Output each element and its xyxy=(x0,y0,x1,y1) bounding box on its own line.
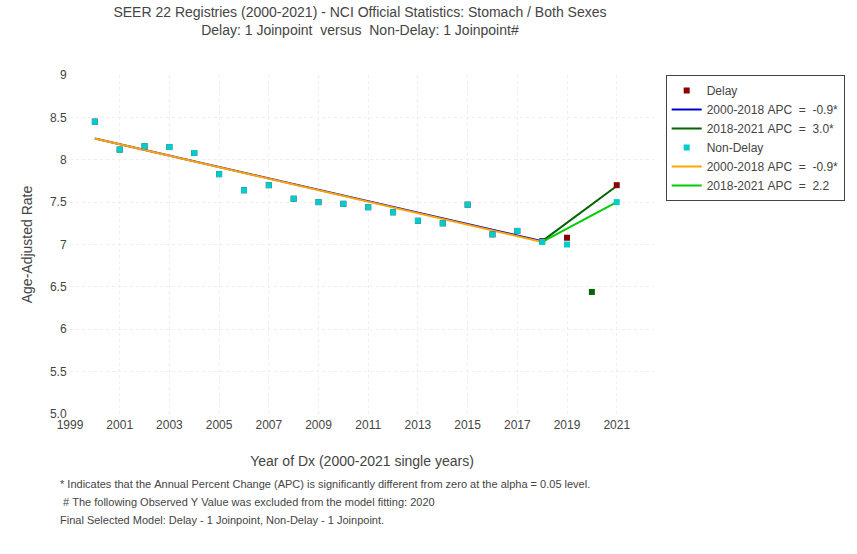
svg-text:5.0: 5.0 xyxy=(50,407,67,421)
svg-text:8.5: 8.5 xyxy=(50,111,67,125)
svg-text:8: 8 xyxy=(60,153,67,167)
svg-text:2005: 2005 xyxy=(206,418,233,432)
svg-text:2021: 2021 xyxy=(603,418,630,432)
svg-text:SEER 22 Registries (2000-2021): SEER 22 Registries (2000-2021) - NCI Off… xyxy=(113,4,606,38)
svg-text:9: 9 xyxy=(60,68,67,82)
svg-text:6.5: 6.5 xyxy=(50,280,67,294)
svg-text:7.5: 7.5 xyxy=(50,195,67,209)
svg-text:7: 7 xyxy=(60,238,67,252)
svg-text:6: 6 xyxy=(60,322,67,336)
svg-text:2017: 2017 xyxy=(504,418,531,432)
svg-text:2015: 2015 xyxy=(454,418,481,432)
svg-text:Delay: Delay xyxy=(707,84,738,98)
svg-text:2019: 2019 xyxy=(554,418,581,432)
svg-text:2018-2021 APC = 3.0*: 2018-2021 APC = 3.0* xyxy=(707,122,834,136)
svg-text:2000-2018 APC = -0.9*: 2000-2018 APC = -0.9* xyxy=(707,160,838,174)
svg-text:2007: 2007 xyxy=(255,418,282,432)
svg-text:2003: 2003 xyxy=(156,418,183,432)
svg-text:2009: 2009 xyxy=(305,418,332,432)
svg-text:Year of Dx (2000-2021 single y: Year of Dx (2000-2021 single years) xyxy=(250,453,474,469)
svg-text:* Indicates that the Annual Pe: * Indicates that the Annual Percent Chan… xyxy=(60,478,590,490)
svg-text:Age-Adjusted Rate: Age-Adjusted Rate xyxy=(19,186,35,304)
svg-text:5.5: 5.5 xyxy=(50,365,67,379)
svg-text:1999: 1999 xyxy=(57,418,84,432)
svg-text:2000-2018 APC = -0.9*: 2000-2018 APC = -0.9* xyxy=(707,103,838,117)
svg-text:2001: 2001 xyxy=(106,418,133,432)
svg-text:2018-2021 APC = 2.2: 2018-2021 APC = 2.2 xyxy=(707,179,830,193)
svg-text:2013: 2013 xyxy=(405,418,432,432)
svg-text:Non-Delay: Non-Delay xyxy=(707,141,764,155)
svg-text:Final Selected Model: Delay -: Final Selected Model: Delay - 1 Joinpoin… xyxy=(60,514,384,526)
svg-text:# The following Observed Y Val: # The following Observed Y Value was exc… xyxy=(60,496,435,508)
svg-text:2011: 2011 xyxy=(355,418,381,432)
